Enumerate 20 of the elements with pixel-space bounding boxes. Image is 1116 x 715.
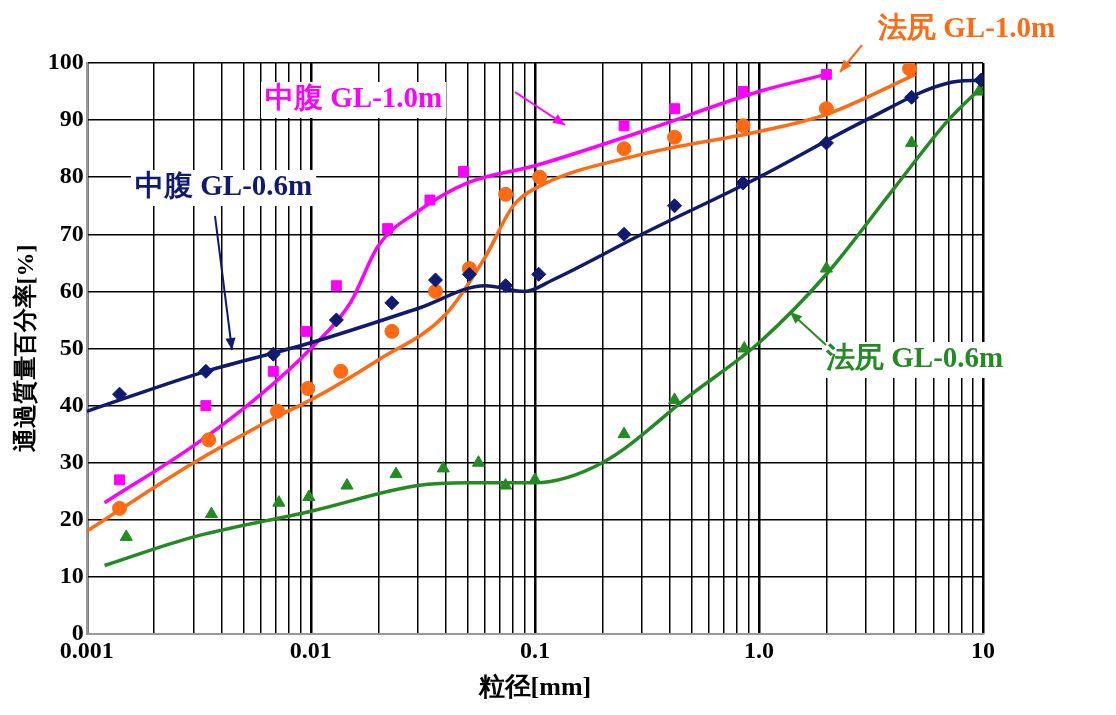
y-tick-label: 100	[47, 48, 84, 75]
text: 中腹 GL-0.6m	[135, 169, 313, 202]
y-axis-title: 通過質量百分率[%]	[11, 244, 38, 454]
legend-label: 法尻 GL-0.6m	[825, 341, 1004, 374]
x-tick-label: 0.01	[289, 636, 332, 663]
series-label: 中腹 GL-1.0m	[265, 81, 443, 114]
y-tick-label: 10	[59, 562, 84, 589]
y-tick-label: 70	[59, 219, 84, 246]
x-tick-label: 0.1	[519, 636, 550, 663]
y-tick-label: 30	[59, 447, 84, 474]
y-tick-label: 40	[59, 390, 84, 417]
y-tick-label: 60	[59, 276, 84, 303]
series-label: 法尻 GL-1.0m	[877, 11, 1056, 44]
y-tick-label: 20	[59, 505, 84, 531]
y-tick-label: 90	[59, 105, 84, 132]
y-tick-label: 80	[59, 162, 84, 189]
y-tick-label: 50	[59, 333, 84, 360]
x-tick-label: 10	[971, 636, 995, 663]
x-tick-label: 1.0	[743, 636, 774, 663]
x-axis-title: 粒径[mm]	[477, 672, 592, 702]
